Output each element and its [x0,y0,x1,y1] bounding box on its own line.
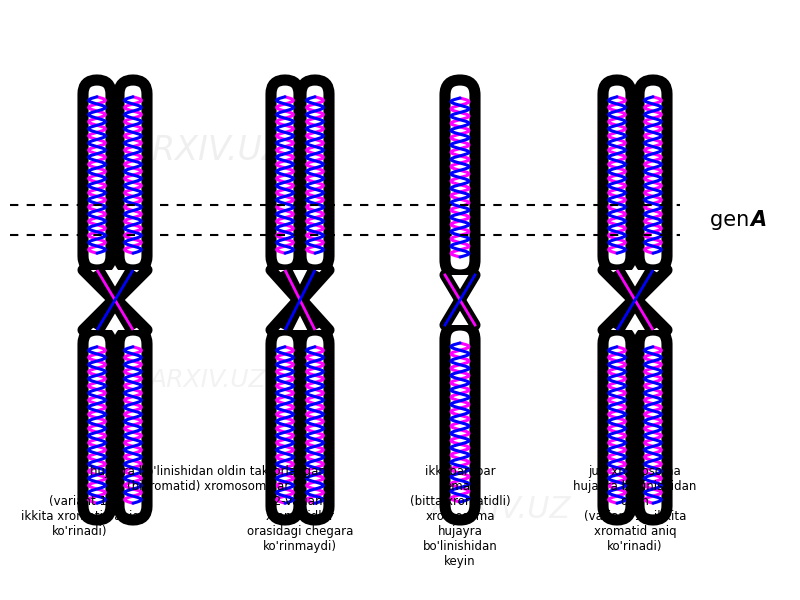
FancyBboxPatch shape [639,80,667,270]
Text: ARXIV.UZ: ARXIV.UZ [429,496,571,524]
FancyBboxPatch shape [83,330,111,520]
Text: ARXIV.UZ: ARXIV.UZ [130,133,286,166]
Bar [598,270,672,330]
FancyBboxPatch shape [301,80,329,270]
FancyBboxPatch shape [301,330,329,520]
FancyBboxPatch shape [119,80,147,270]
Text: juft xromosoma
hujayra bo'linishidan
oldin
(variant 1 - ikkita
xromatid aniq
ko': juft xromosoma hujayra bo'linishidan old… [574,465,697,553]
Text: A: A [750,210,766,230]
Text: ikki barobar
emas
(bitta xromatidli)
xromosoma
hujayra
bo'linishidan
keyin: ikki barobar emas (bitta xromatidli) xro… [410,465,510,568]
Text: (2-variant:
xromatidlar
orasidagi chegara
ko'rinmaydi): (2-variant: xromatidlar orasidagi chegar… [247,495,353,553]
FancyBboxPatch shape [271,330,299,520]
Text: (variant 1:
ikkita xromatid aniq
ko'rinadi): (variant 1: ikkita xromatid aniq ko'rina… [21,495,139,538]
FancyBboxPatch shape [445,325,475,520]
Bar [440,275,480,325]
FancyBboxPatch shape [119,330,147,520]
FancyBboxPatch shape [603,330,631,520]
FancyBboxPatch shape [639,330,667,520]
Text: gen: gen [710,210,756,230]
FancyBboxPatch shape [445,80,475,275]
Bar [266,270,334,330]
FancyBboxPatch shape [271,80,299,270]
Bar [78,270,152,330]
Text: ARXIV.UZ: ARXIV.UZ [150,368,266,392]
FancyBboxPatch shape [83,80,111,270]
FancyBboxPatch shape [603,80,631,270]
Text: hujayra bo'linishidan oldin takrorlangan
(bixromatid) xromosomalar: hujayra bo'linishidan oldin takrorlangan… [90,465,326,493]
